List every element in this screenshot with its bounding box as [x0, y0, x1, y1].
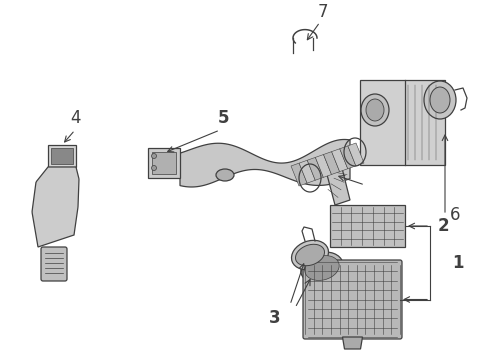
Ellipse shape: [430, 87, 450, 113]
Polygon shape: [343, 337, 363, 349]
Bar: [360, 80, 445, 165]
Text: 5: 5: [217, 109, 229, 127]
Text: 1: 1: [452, 254, 464, 272]
Polygon shape: [299, 160, 315, 183]
Text: 3: 3: [269, 309, 281, 327]
Polygon shape: [180, 139, 350, 187]
Ellipse shape: [295, 244, 324, 266]
Bar: [330, 205, 405, 247]
Text: 6: 6: [450, 206, 460, 224]
Ellipse shape: [361, 94, 389, 126]
Polygon shape: [340, 146, 356, 169]
Ellipse shape: [366, 99, 384, 121]
Polygon shape: [307, 157, 323, 180]
Bar: [148, 148, 180, 178]
FancyBboxPatch shape: [41, 247, 67, 281]
Ellipse shape: [424, 81, 456, 119]
Ellipse shape: [292, 240, 328, 270]
Text: 7: 7: [318, 3, 328, 21]
Ellipse shape: [151, 166, 156, 171]
Text: 2: 2: [438, 217, 450, 235]
Text: 4: 4: [70, 109, 80, 127]
Ellipse shape: [216, 169, 234, 181]
Ellipse shape: [301, 252, 343, 284]
Polygon shape: [348, 143, 364, 166]
Bar: [48, 145, 76, 167]
Bar: [51, 148, 73, 164]
Polygon shape: [323, 152, 340, 175]
Ellipse shape: [305, 256, 339, 280]
Polygon shape: [332, 149, 348, 172]
Polygon shape: [325, 160, 350, 205]
FancyBboxPatch shape: [303, 260, 402, 339]
Ellipse shape: [151, 153, 156, 158]
Polygon shape: [32, 167, 79, 247]
Polygon shape: [316, 154, 332, 177]
Polygon shape: [291, 163, 307, 186]
Bar: [152, 152, 176, 174]
